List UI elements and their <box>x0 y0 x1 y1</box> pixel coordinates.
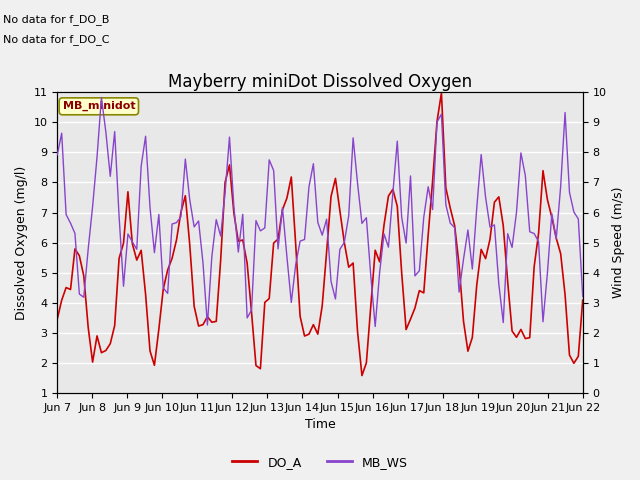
Y-axis label: Dissolved Oxygen (mg/l): Dissolved Oxygen (mg/l) <box>15 166 28 320</box>
Y-axis label: Wind Speed (m/s): Wind Speed (m/s) <box>612 187 625 299</box>
Legend: DO_A, MB_WS: DO_A, MB_WS <box>227 451 413 474</box>
X-axis label: Time: Time <box>305 419 335 432</box>
Title: Mayberry miniDot Dissolved Oxygen: Mayberry miniDot Dissolved Oxygen <box>168 72 472 91</box>
Text: No data for f_DO_C: No data for f_DO_C <box>3 34 109 45</box>
Text: No data for f_DO_B: No data for f_DO_B <box>3 14 109 25</box>
Text: MB_minidot: MB_minidot <box>63 101 135 111</box>
